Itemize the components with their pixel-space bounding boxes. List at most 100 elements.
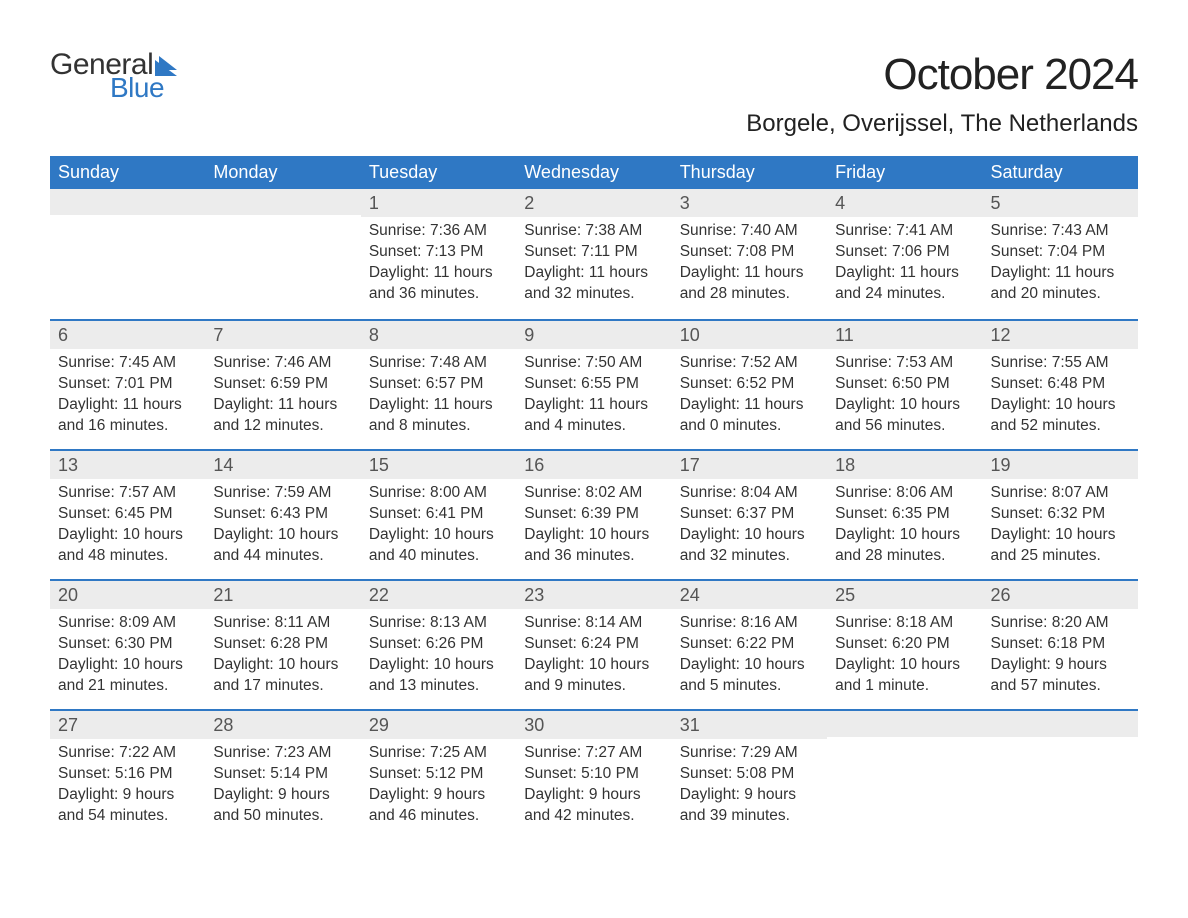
sunrise-line: Sunrise: 8:13 AM	[369, 613, 508, 634]
calendar-day: 20 Sunrise: 8:09 AMSunset: 6:30 PMDayligh…	[50, 581, 205, 709]
calendar-day: 26Sunrise: 8:20 AMSunset: 6:18 PMDayligh…	[983, 581, 1138, 709]
calendar-day: 18Sunrise: 8:06 AMSunset: 6:35 PMDayligh…	[827, 451, 982, 579]
calendar-day: 31Sunrise: 7:29 AMSunset: 5:08 PMDayligh…	[672, 711, 827, 839]
daylight-line: Daylight: 11 hours and 24 minutes.	[835, 263, 974, 305]
daylight-line: Daylight: 11 hours and 20 minutes.	[991, 263, 1130, 305]
sunrise-line: Sunrise: 8:16 AM	[680, 613, 819, 634]
calendar-day: 28Sunrise: 7:23 AMSunset: 5:14 PMDayligh…	[205, 711, 360, 839]
sunset-line: Sunset: 5:16 PM	[58, 764, 197, 785]
day-number: 29	[361, 711, 516, 739]
calendar-day: 30Sunrise: 7:27 AMSunset: 5:10 PMDayligh…	[516, 711, 671, 839]
calendar-day: 9Sunrise: 7:50 AMSunset: 6:55 PMDaylight…	[516, 321, 671, 449]
sunrise-line: Sunrise: 7:23 AM	[213, 743, 352, 764]
day-number: 27	[50, 711, 205, 739]
sunrise-line: Sunrise: 8:20 AM	[991, 613, 1130, 634]
sunset-line: Sunset: 6:37 PM	[680, 504, 819, 525]
calendar-day: 17Sunrise: 8:04 AMSunset: 6:37 PMDayligh…	[672, 451, 827, 579]
weekday-header: Wednesday	[516, 156, 671, 189]
day-number: 11	[827, 321, 982, 349]
sunrise-line: Sunrise: 8:11 AM	[213, 613, 352, 634]
sunrise-line: Sunrise: 7:36 AM	[369, 221, 508, 242]
daylight-line: Daylight: 10 hours and 5 minutes.	[680, 655, 819, 697]
calendar-day: 21Sunrise: 8:11 AMSunset: 6:28 PMDayligh…	[205, 581, 360, 709]
daylight-line: Daylight: 11 hours and 32 minutes.	[524, 263, 663, 305]
sunrise-line: Sunrise: 7:48 AM	[369, 353, 508, 374]
sunrise-line: Sunrise: 7:53 AM	[835, 353, 974, 374]
sunset-line: Sunset: 6:24 PM	[524, 634, 663, 655]
calendar-day: 1Sunrise: 7:36 AMSunset: 7:13 PMDaylight…	[361, 189, 516, 319]
day-number: 24	[672, 581, 827, 609]
sunrise-line: Sunrise: 8:09 AM	[58, 613, 197, 634]
daylight-line: Daylight: 10 hours and 52 minutes.	[991, 395, 1130, 437]
day-number: 6	[50, 321, 205, 349]
calendar-day: 8Sunrise: 7:48 AMSunset: 6:57 PMDaylight…	[361, 321, 516, 449]
sunset-line: Sunset: 6:41 PM	[369, 504, 508, 525]
calendar-day	[50, 189, 205, 319]
day-number	[50, 189, 205, 215]
sunrise-line: Sunrise: 7:41 AM	[835, 221, 974, 242]
calendar-week: 1Sunrise: 7:36 AMSunset: 7:13 PMDaylight…	[50, 189, 1138, 319]
calendar-day: 19Sunrise: 8:07 AMSunset: 6:32 PMDayligh…	[983, 451, 1138, 579]
daylight-line: Daylight: 9 hours and 46 minutes.	[369, 785, 508, 827]
title-block: October 2024 Borgele, Overijssel, The Ne…	[746, 50, 1138, 138]
day-number: 17	[672, 451, 827, 479]
sunrise-line: Sunrise: 8:18 AM	[835, 613, 974, 634]
calendar-day: 16Sunrise: 8:02 AMSunset: 6:39 PMDayligh…	[516, 451, 671, 579]
weekday-header: Friday	[827, 156, 982, 189]
sunrise-line: Sunrise: 8:02 AM	[524, 483, 663, 504]
sunset-line: Sunset: 6:30 PM	[58, 634, 197, 655]
sunset-line: Sunset: 6:22 PM	[680, 634, 819, 655]
sunrise-line: Sunrise: 8:07 AM	[991, 483, 1130, 504]
sunset-line: Sunset: 5:10 PM	[524, 764, 663, 785]
calendar-day: 5Sunrise: 7:43 AMSunset: 7:04 PMDaylight…	[983, 189, 1138, 319]
day-number: 13	[50, 451, 205, 479]
day-number: 21	[205, 581, 360, 609]
daylight-line: Daylight: 10 hours and 32 minutes.	[680, 525, 819, 567]
sunset-line: Sunset: 7:13 PM	[369, 242, 508, 263]
sunrise-line: Sunrise: 7:45 AM	[58, 353, 197, 374]
calendar-week: 27Sunrise: 7:22 AMSunset: 5:16 PMDayligh…	[50, 709, 1138, 839]
month-title: October 2024	[746, 50, 1138, 100]
flag-icon	[155, 56, 181, 80]
day-number: 12	[983, 321, 1138, 349]
day-number	[827, 711, 982, 737]
daylight-line: Daylight: 9 hours and 54 minutes.	[58, 785, 197, 827]
calendar-day: 29Sunrise: 7:25 AMSunset: 5:12 PMDayligh…	[361, 711, 516, 839]
day-number: 25	[827, 581, 982, 609]
sunset-line: Sunset: 7:04 PM	[991, 242, 1130, 263]
calendar-week: 20Sunrise: 8:09 AMSunset: 6:30 PMDayligh…	[50, 579, 1138, 709]
sunset-line: Sunset: 6:50 PM	[835, 374, 974, 395]
calendar: Sunday Monday Tuesday Wednesday Thursday…	[50, 156, 1138, 839]
daylight-line: Daylight: 10 hours and 1 minute.	[835, 655, 974, 697]
calendar-day: 14Sunrise: 7:59 AMSunset: 6:43 PMDayligh…	[205, 451, 360, 579]
weekday-header: Sunday	[50, 156, 205, 189]
sunset-line: Sunset: 6:55 PM	[524, 374, 663, 395]
day-number: 18	[827, 451, 982, 479]
day-number: 30	[516, 711, 671, 739]
sunset-line: Sunset: 6:48 PM	[991, 374, 1130, 395]
weekday-header: Saturday	[983, 156, 1138, 189]
calendar-day: 2Sunrise: 7:38 AMSunset: 7:11 PMDaylight…	[516, 189, 671, 319]
weekday-header: Tuesday	[361, 156, 516, 189]
weekday-header: Thursday	[672, 156, 827, 189]
day-number: 4	[827, 189, 982, 217]
day-number: 26	[983, 581, 1138, 609]
calendar-day: 6Sunrise: 7:45 AMSunset: 7:01 PMDaylight…	[50, 321, 205, 449]
day-number: 20	[50, 581, 205, 609]
daylight-line: Daylight: 10 hours and 21 minutes.	[58, 655, 197, 697]
sunset-line: Sunset: 6:45 PM	[58, 504, 197, 525]
header: General Blue October 2024 Borgele, Overi…	[50, 50, 1138, 138]
daylight-line: Daylight: 11 hours and 8 minutes.	[369, 395, 508, 437]
calendar-day: 7Sunrise: 7:46 AMSunset: 6:59 PMDaylight…	[205, 321, 360, 449]
calendar-day: 24 Sunrise: 8:16 AMSunset: 6:22 PMDayligh…	[672, 581, 827, 709]
weekday-header-row: Sunday Monday Tuesday Wednesday Thursday…	[50, 156, 1138, 189]
daylight-line: Daylight: 9 hours and 39 minutes.	[680, 785, 819, 827]
sunset-line: Sunset: 6:39 PM	[524, 504, 663, 525]
day-number: 3	[672, 189, 827, 217]
sunrise-line: Sunrise: 7:46 AM	[213, 353, 352, 374]
calendar-week: 13Sunrise: 7:57 AMSunset: 6:45 PMDayligh…	[50, 449, 1138, 579]
day-number: 2	[516, 189, 671, 217]
daylight-line: Daylight: 10 hours and 40 minutes.	[369, 525, 508, 567]
calendar-day: 4Sunrise: 7:41 AMSunset: 7:06 PMDaylight…	[827, 189, 982, 319]
sunset-line: Sunset: 6:43 PM	[213, 504, 352, 525]
